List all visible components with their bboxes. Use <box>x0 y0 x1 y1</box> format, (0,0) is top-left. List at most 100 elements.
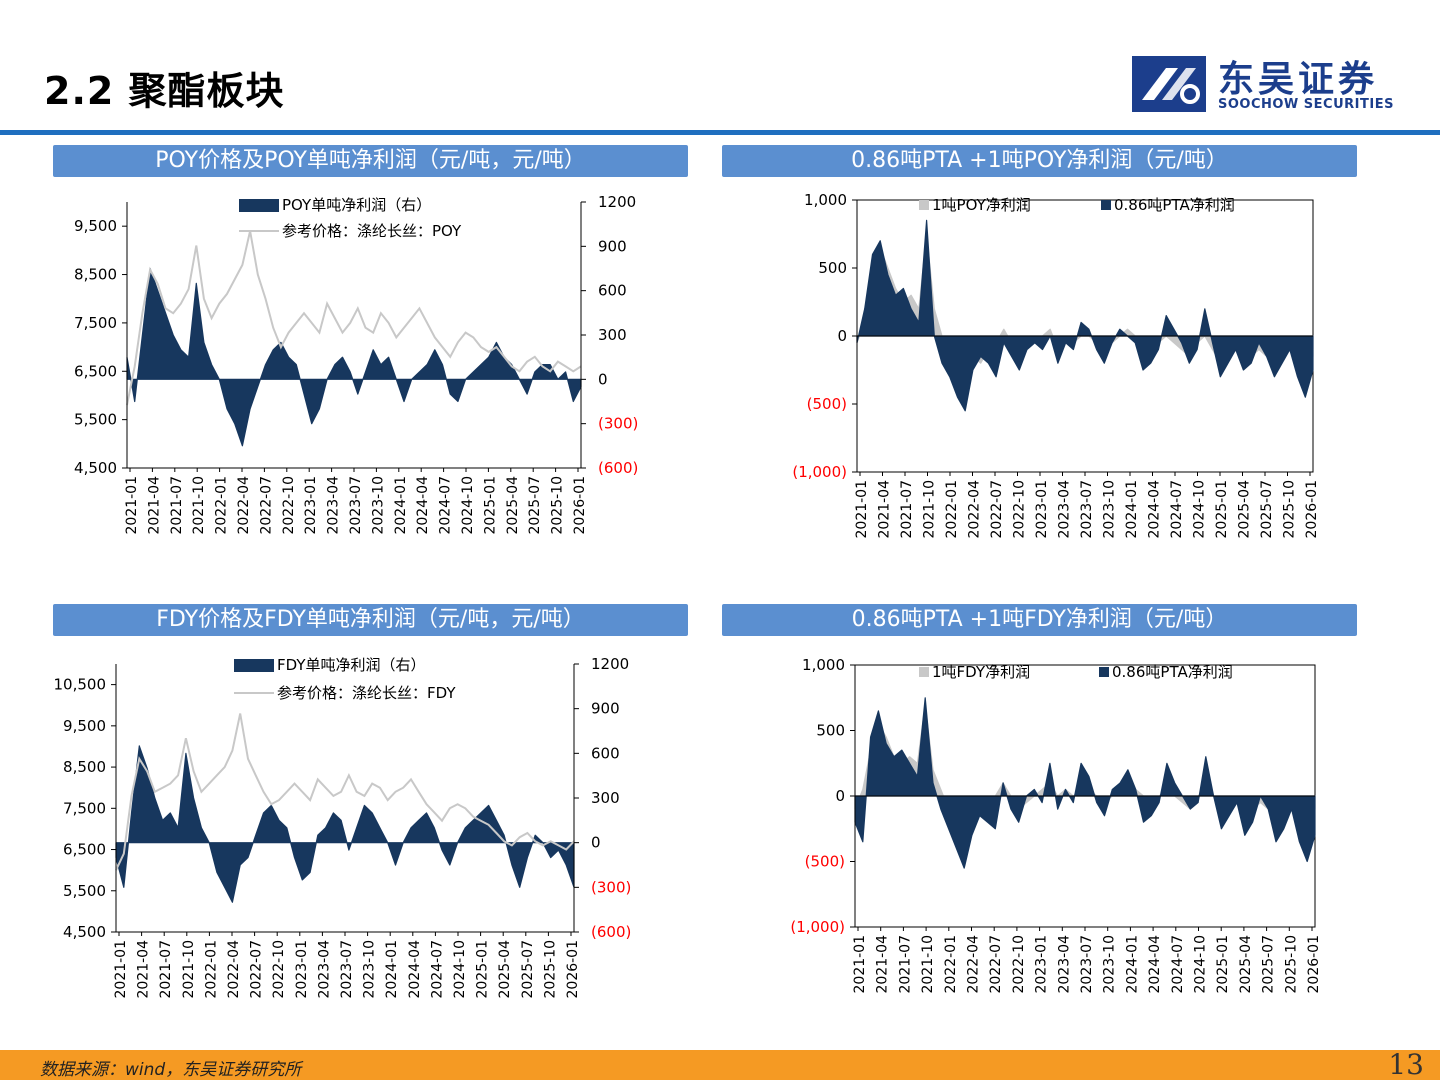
legend-swatch <box>919 667 929 677</box>
x-tick-label: 2024-10 <box>460 476 476 535</box>
y-tick-label: 0 <box>835 787 845 805</box>
x-tick-label: 2024-04 <box>407 940 423 999</box>
x-tick-label: 2023-04 <box>326 476 342 535</box>
y-tick-label: 6,500 <box>63 841 106 859</box>
x-tick-label: 2021-07 <box>169 476 185 535</box>
y-tick-label: 9,500 <box>74 217 117 235</box>
x-tick-label: 2023-01 <box>294 940 310 999</box>
x-tick-label: 2025-07 <box>527 476 543 535</box>
chart-svg: 4,500 5,500 6,500 7,500 8,500 9,500 (600) (300)… <box>74 193 638 535</box>
legend-swatch <box>919 200 929 210</box>
x-tick-label: 2025-10 <box>542 940 558 999</box>
x-tick-label: 2022-10 <box>1012 480 1028 539</box>
x-tick-label: 2022-04 <box>967 480 983 539</box>
y2-tick-label: 0 <box>598 370 608 388</box>
legend-label: FDY单吨净利润（右） <box>277 656 426 674</box>
x-tick-label: 2021-07 <box>158 940 174 999</box>
x-tick-label: 2026-01 <box>1306 935 1322 994</box>
chart-svg: (1,000) (500) 0 500 1,000 2021-01 2021-04 2021-… <box>790 656 1322 994</box>
y-tick-label: (1,000) <box>792 463 847 481</box>
y-tick-label: 500 <box>818 259 847 277</box>
x-tick-label: 2026-01 <box>1304 480 1320 539</box>
x-tick-label: 2024-10 <box>1193 935 1209 994</box>
y2-tick-label: 600 <box>598 282 627 300</box>
chart-svg: (1,000) (500) 0 500 1,000 2021-01 2021-04 2021-… <box>792 191 1320 539</box>
series-area-1 <box>854 697 1316 869</box>
chart-pta-poy-profit: (1,000) (500) 0 500 1,000 2021-01 2021-04 2021-… <box>785 188 1325 552</box>
x-tick-label: 2022-10 <box>281 476 297 535</box>
legend-label: 参考价格：涤纶长丝：POY <box>282 222 462 240</box>
y2-tick-label: 300 <box>591 789 620 807</box>
x-tick-label: 2023-10 <box>370 476 386 535</box>
chart-fdy-price-profit: 4,500 5,500 6,500 7,500 8,500 9,500 10,500 (600… <box>40 652 638 1030</box>
y2-tick-label: 1200 <box>598 193 636 211</box>
y-tick-label: 4,500 <box>63 923 106 941</box>
x-tick-label: 2022-07 <box>258 476 274 535</box>
x-tick-label: 2022-01 <box>214 476 230 535</box>
logo-chinese-name: 东吴证券 <box>1218 59 1379 100</box>
x-tick-label: 2022-01 <box>203 940 219 999</box>
y-tick-label: 7,500 <box>74 314 117 332</box>
x-tick-label: 2021-07 <box>897 935 913 994</box>
legend-label: 0.86吨PTA净利润 <box>1114 196 1235 214</box>
x-tick-label: 2025-04 <box>505 476 521 535</box>
x-tick-label: 2025-01 <box>1215 935 1231 994</box>
x-tick-label: 2024-01 <box>393 476 409 535</box>
y-tick-label: 1,000 <box>802 656 845 674</box>
x-tick-label: 2025-10 <box>550 476 566 535</box>
x-tick-label: 2024-04 <box>1147 935 1163 994</box>
chart-pta-fdy-profit: (1,000) (500) 0 500 1,000 2021-01 2021-04 2021-… <box>785 655 1325 1007</box>
x-tick-label: 2023-04 <box>316 940 332 999</box>
x-tick-label: 2023-10 <box>1102 935 1118 994</box>
x-tick-label: 2024-01 <box>384 940 400 999</box>
x-tick-label: 2024-01 <box>1124 480 1140 539</box>
x-tick-label: 2025-04 <box>1237 480 1253 539</box>
y2-tick-label: 600 <box>591 744 620 762</box>
series-area-0 <box>126 267 582 447</box>
x-tick-label: 2022-01 <box>944 480 960 539</box>
y2-tick-label: (300) <box>591 878 631 896</box>
x-tick-label: 2025-04 <box>1238 935 1254 994</box>
x-tick-label: 2023-01 <box>1034 935 1050 994</box>
y2-tick-label: 1200 <box>591 655 629 673</box>
series-area-1 <box>856 219 1314 412</box>
x-tick-label: 2026-01 <box>572 476 588 535</box>
x-tick-label: 2021-10 <box>191 476 207 535</box>
x-tick-label: 2022-10 <box>271 940 287 999</box>
x-tick-label: 2021-07 <box>899 480 915 539</box>
y-tick-label: 500 <box>816 722 845 740</box>
x-tick-label: 2025-01 <box>1214 480 1230 539</box>
page-number: 13 <box>1388 1048 1424 1081</box>
x-tick-label: 2024-04 <box>1147 480 1163 539</box>
y-tick-label: 8,500 <box>63 758 106 776</box>
x-tick-label: 2021-04 <box>136 940 152 999</box>
series-line-1 <box>126 230 582 406</box>
legend-swatch <box>1101 200 1111 210</box>
y2-tick-label: 300 <box>598 326 627 344</box>
x-tick-label: 2021-01 <box>113 940 129 999</box>
x-tick-label: 2026-01 <box>565 940 581 999</box>
x-tick-label: 2025-10 <box>1282 480 1298 539</box>
x-tick-label: 2023-04 <box>1056 935 1072 994</box>
x-tick-label: 2025-07 <box>1259 480 1275 539</box>
chart-svg: 4,500 5,500 6,500 7,500 8,500 9,500 10,500 (600… <box>54 655 632 999</box>
legend-label: POY单吨净利润（右） <box>282 196 431 214</box>
data-source-note: 数据来源：wind，东吴证券研究所 <box>40 1060 302 1080</box>
chart-poy-price-profit: 4,500 5,500 6,500 7,500 8,500 9,500 (600) (300)… <box>53 188 645 566</box>
x-tick-label: 2021-01 <box>854 480 870 539</box>
x-tick-label: 2021-10 <box>181 940 197 999</box>
y-tick-label: (500) <box>807 395 847 413</box>
logo-english-name: SOOCHOW SECURITIES <box>1218 97 1394 112</box>
x-tick-label: 2022-04 <box>226 940 242 999</box>
x-tick-label: 2023-10 <box>1102 480 1118 539</box>
x-tick-label: 2025-07 <box>1261 935 1277 994</box>
x-tick-label: 2021-04 <box>146 476 162 535</box>
legend-label: 1吨FDY净利润 <box>932 663 1030 681</box>
chart-4-banner: 0.86吨PTA +1吨FDY净利润（元/吨） <box>722 604 1357 636</box>
x-tick-label: 2023-07 <box>348 476 364 535</box>
footer-bar <box>0 1050 1440 1080</box>
x-tick-label: 2021-04 <box>877 480 893 539</box>
x-tick-label: 2022-07 <box>989 480 1005 539</box>
y-tick-label: 0 <box>837 327 847 345</box>
x-tick-label: 2023-04 <box>1057 480 1073 539</box>
